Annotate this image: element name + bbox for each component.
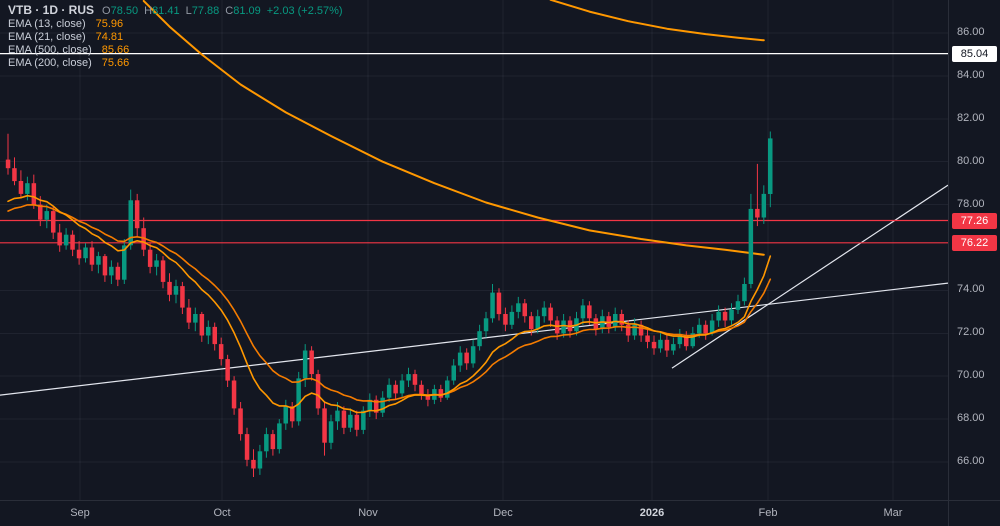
price-label: 84.00 [957,68,985,81]
price-label: 70.00 [957,369,985,382]
chart-canvas[interactable] [0,0,948,500]
price-badge: 77.26 [952,212,997,229]
time-label: Dec [493,507,513,519]
time-label: Mar [883,507,903,519]
price-badge: 85.04 [952,45,997,62]
time-label: 2026 [639,507,665,519]
price-label: 68.00 [957,412,985,425]
price-label: 78.00 [957,197,985,210]
price-label: 86.00 [957,26,985,39]
time-axis[interactable]: Sep Oct Nov Dec 2026 Feb Mar [0,500,1000,526]
price-label: 66.00 [957,455,985,468]
price-label: 74.00 [957,283,985,296]
time-label: Feb [758,507,778,519]
time-label: Nov [358,507,378,519]
price-label: 82.00 [957,111,985,124]
price-label: 72.00 [957,326,985,339]
price-axis[interactable]: 86.00 84.00 82.00 80.00 78.00 74.00 72.00 70.00… [948,0,1000,500]
price-badge: 76.22 [952,234,997,251]
time-label: Oct [213,507,231,519]
price-label: 80.00 [957,154,985,167]
time-label: Sep [70,507,90,519]
axis-corner [948,500,1000,526]
